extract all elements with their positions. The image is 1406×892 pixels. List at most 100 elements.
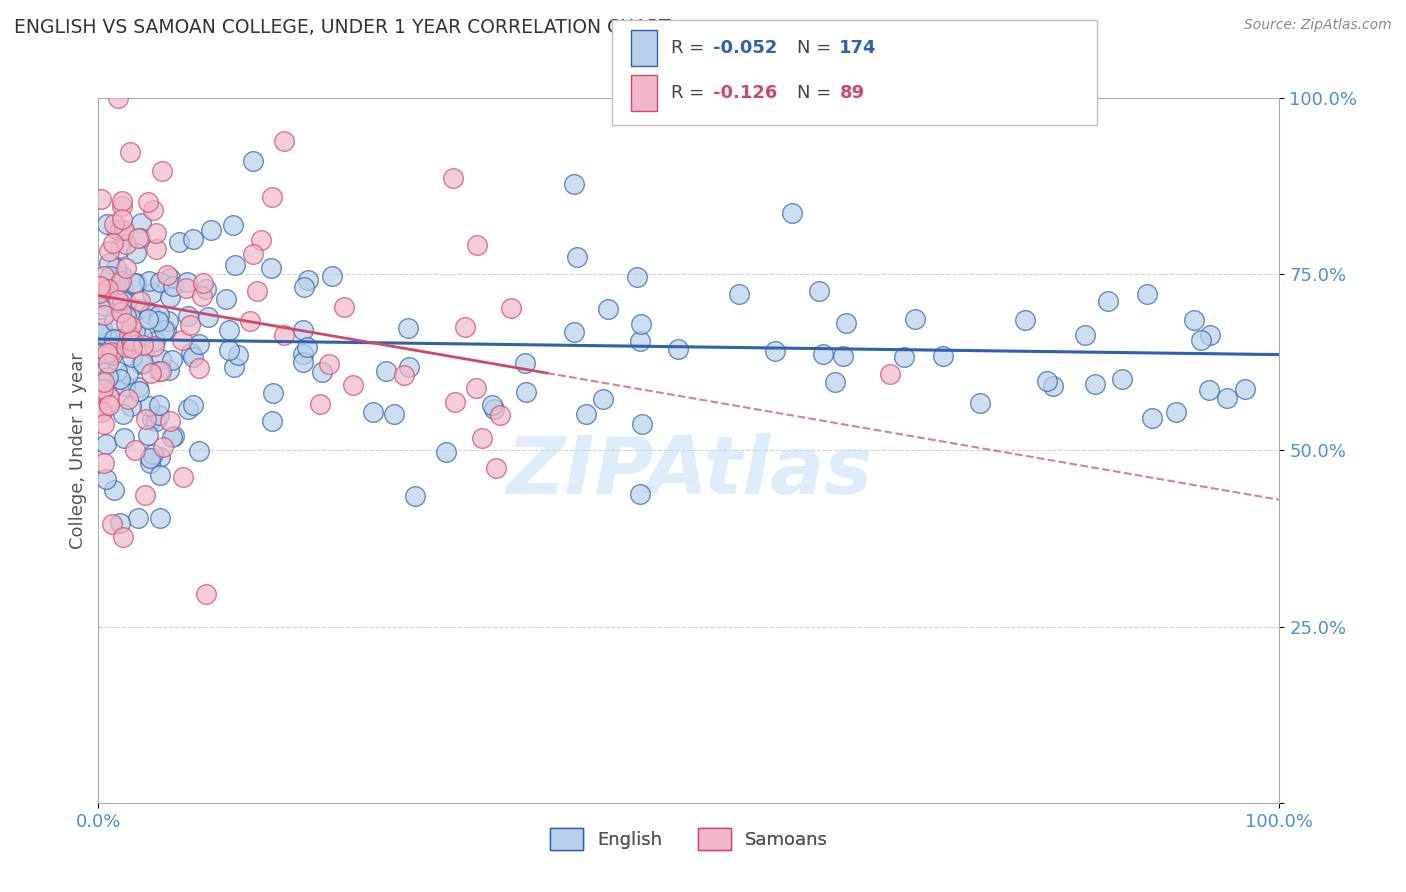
Point [108,223,131,237]
Point [121,341,143,355]
Point [155,322,177,336]
Point [177,401,200,416]
Point [260,190,283,204]
Point [139,367,162,381]
Point [97,293,120,308]
Point [148,450,170,465]
Point [128,294,150,309]
Point [100,348,122,362]
Point [295,340,318,354]
Point [114,378,136,392]
Point [179,318,201,333]
Point [149,467,172,482]
Point [148,398,170,412]
Point [91,403,114,417]
Point [100,344,122,359]
Point [125,245,148,260]
Point [904,312,927,326]
Point [156,268,179,282]
Text: -0.126: -0.126 [713,84,778,102]
Point [103,314,125,328]
Point [218,343,240,357]
Point [114,294,136,309]
Point [114,431,136,445]
Point [97,356,120,370]
Point [260,414,283,428]
Point [108,332,131,346]
Point [1164,405,1187,419]
Point [127,510,149,524]
Point [91,382,114,396]
Point [292,347,315,361]
Point [139,451,162,466]
Point [160,430,183,444]
Point [135,412,157,426]
Point [291,355,314,369]
Point [565,250,588,264]
Point [148,409,170,423]
Point [143,339,166,353]
Point [112,282,135,296]
Point [115,340,138,354]
Point [489,409,512,423]
Point [893,351,915,365]
Point [128,231,150,245]
Point [197,310,219,325]
Point [780,206,803,220]
Point [100,269,122,284]
Point [145,243,167,257]
Point [1198,383,1220,397]
Point [246,285,269,299]
Point [120,334,142,348]
Point [598,301,620,316]
Point [105,260,128,275]
Text: 174: 174 [839,39,877,57]
Point [93,456,115,470]
Legend: English, Samoans: English, Samoans [543,821,835,857]
Point [159,414,181,428]
Point [98,256,121,270]
Point [1189,333,1212,347]
Point [105,364,128,378]
Point [194,587,217,601]
Point [309,397,332,411]
Point [1142,411,1164,425]
Point [110,305,132,319]
Point [262,385,284,400]
Point [932,349,955,363]
Point [1111,372,1133,386]
Point [118,327,141,342]
Point [121,351,143,365]
Point [120,399,142,413]
Point [631,417,654,431]
Point [1042,379,1064,393]
Point [157,314,180,328]
Point [159,270,181,285]
Point [259,260,281,275]
Point [218,323,240,337]
Point [172,470,194,484]
Point [666,342,689,356]
Point [94,364,117,378]
Point [146,314,169,328]
Point [181,398,204,412]
Point [120,319,142,334]
Point [835,316,858,330]
Point [167,235,190,249]
Point [1014,313,1036,327]
Point [969,396,991,410]
Point [763,344,786,359]
Point [90,376,112,390]
Point [239,314,262,328]
Point [501,301,523,315]
Point [101,235,124,250]
Point [1233,382,1256,396]
Point [180,346,202,360]
Point [562,177,585,191]
Point [228,348,250,362]
Point [242,247,264,261]
Point [832,349,855,363]
Point [342,377,364,392]
Point [250,233,273,247]
Point [142,202,165,217]
